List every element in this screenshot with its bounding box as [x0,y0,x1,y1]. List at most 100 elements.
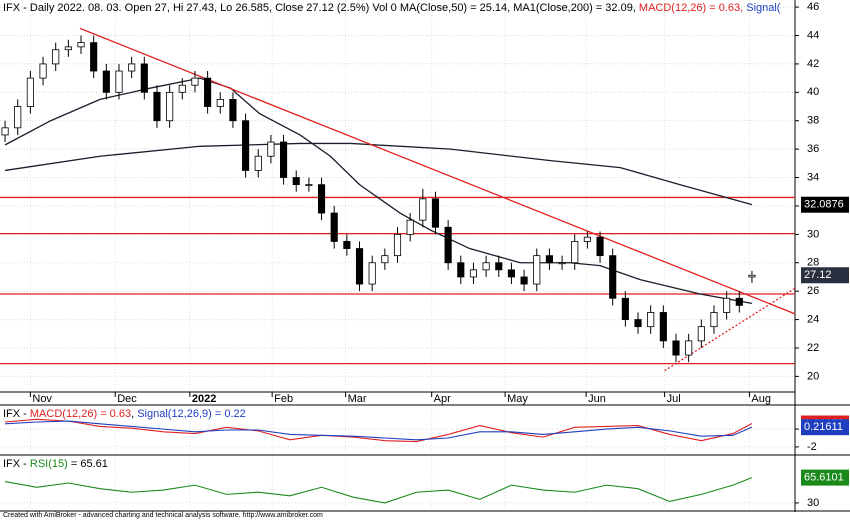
candle-body [14,106,22,129]
candle-body [571,241,579,264]
candle-body [52,49,60,65]
x-tick-label: Aug [751,393,771,405]
candle-body [647,312,655,328]
trendline [79,27,795,315]
candle-body [280,141,288,178]
title-part: MACD(12,26) = 0.63 [30,408,131,420]
candle-body [583,236,591,242]
candle-body [710,312,718,328]
plot-area [0,456,795,510]
title-part: IFX - [3,408,30,420]
x-tick-label: May [507,393,528,405]
x-tick-label: Dec [117,393,137,405]
price-label-box [801,196,849,213]
candle-body [596,236,604,257]
candle-body [672,340,680,356]
y-tick-label: 46 [807,1,819,13]
candle-body [26,77,34,107]
candle-body [457,262,465,278]
candle-body [735,297,743,306]
x-tick-label: Apr [434,393,451,405]
y-tick-label: 30 [807,497,819,509]
x-tick-label: Feb [274,393,293,405]
title-part: Signal( [746,2,781,14]
y-tick-label: 28 [807,257,819,269]
price-label-box [801,419,849,436]
x-tick-label: Jul [667,393,681,405]
candle-body [343,241,351,249]
y-tick-label: 36 [807,143,819,155]
candle-body [216,99,224,107]
x-tick-label: Mar [348,393,367,405]
y-tick-label: 40 [807,86,819,98]
x-tick-label: 2022 [192,393,216,405]
price-label: 27.12 [804,269,832,281]
candle-body [305,184,313,187]
y-tick-label: 24 [807,313,819,325]
price-label: 65.6101 [804,471,844,483]
candle-body [102,70,110,93]
y-tick-label: -2 [807,441,817,453]
y-tick-label: 34 [807,171,819,183]
indicator-line [4,477,753,504]
candle-body [254,155,262,171]
title-part: RSI(15) [30,458,68,470]
candle-body [748,274,756,278]
candle-body [609,255,617,299]
candle-body [520,276,528,285]
candle-body [178,84,186,93]
price-label-box [801,267,849,284]
candle-body [545,255,553,264]
candle-body [64,46,72,51]
candle-body [634,319,642,328]
candle-body [469,269,478,278]
title-part: MACD(12,26) = 0.63, [639,2,746,14]
y-tick-label: 20 [807,370,819,382]
candle-body [533,255,541,285]
candle-body [39,63,47,79]
candle-body [317,184,326,214]
y-tick-label: 44 [807,29,819,41]
y-tick-label: 22 [807,342,819,354]
indicator-line [5,418,753,443]
candle-body [482,262,490,271]
panel-title: IFX - MACD(12,26) = 0.63, Signal(12,26,9… [3,408,246,420]
candle-body [355,248,364,285]
footer: Created with AmiBroker - advanced charti… [3,512,323,519]
price-label: 0.21611 [804,421,843,433]
plot-area [0,406,795,454]
trendline [664,287,795,372]
candle-body [685,340,693,356]
indicator-line [5,420,753,441]
candle-body [267,141,275,157]
title-part: IFX - Daily 2022. 08. 03. Open 27, Hi 27… [3,2,639,14]
y-tick-label: 42 [807,58,819,70]
candle-body [659,312,667,342]
title-part: , [131,408,137,420]
candle-body [621,297,629,320]
candle-body [406,219,414,235]
x-tick-label: Nov [32,393,52,405]
y-tick-label: 30 [807,228,819,240]
y-tick-label: 26 [807,285,819,297]
candle-body [153,91,161,122]
candle-body [444,226,452,264]
title-part: Signal(12,26,9) = 0.22 [137,408,246,420]
candle-body [558,262,566,265]
x-tick-label: Jun [588,393,606,405]
moving-average [4,142,753,206]
plot-area [0,0,795,392]
candle-body [204,77,212,107]
panel-title: IFX - RSI(15) = 65.61 [3,458,108,470]
candle-body [1,127,9,136]
candle-body [697,326,705,342]
candle-body [495,262,503,271]
candle-body [115,70,123,93]
candle-body [292,177,300,186]
candle-body [419,198,427,221]
price-label: 32.0876 [804,199,844,211]
candle-body [393,233,402,257]
moving-average [4,77,753,305]
